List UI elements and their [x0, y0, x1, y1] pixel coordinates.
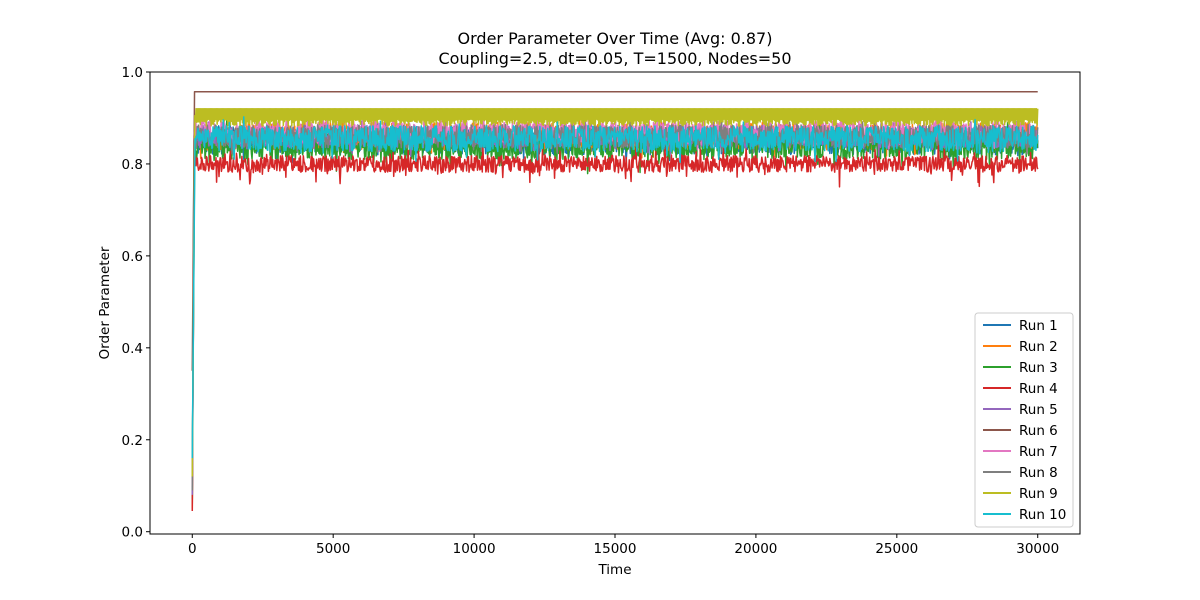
series-line-run-10 [191, 116, 1039, 459]
y-axis-ticks: 0.0 0.2 0.4 0.6 0.8 1.0 [122, 65, 150, 541]
legend-label-run-3: Run 3 [1019, 360, 1058, 376]
legend-label-run-6: Run 6 [1019, 423, 1058, 439]
series-line-run-9 [191, 108, 1039, 477]
x-axis-ticks: 0 5000 10000 15000 20000 25000 30000 [188, 534, 1059, 557]
legend-label-run-7: Run 7 [1019, 444, 1058, 460]
legend-label-run-5: Run 5 [1019, 402, 1058, 418]
y-tick-label: 0.2 [122, 433, 143, 449]
y-tick-label: 0.0 [122, 525, 143, 541]
y-axis-label: Order Parameter [97, 246, 113, 359]
legend-label-run-1: Run 1 [1019, 318, 1058, 334]
x-tick-label: 15000 [594, 541, 637, 557]
x-tick-label: 25000 [875, 541, 918, 557]
y-tick-label: 0.8 [122, 157, 143, 173]
x-axis-label: Time [597, 562, 631, 578]
legend-label-run-2: Run 2 [1019, 339, 1058, 355]
legend-label-run-9: Run 9 [1019, 486, 1058, 502]
y-tick-label: 0.6 [122, 249, 143, 265]
x-tick-label: 20000 [734, 541, 777, 557]
x-tick-label: 10000 [453, 541, 496, 557]
x-tick-label: 5000 [316, 541, 350, 557]
series-line-run-6 [191, 91, 1038, 371]
legend-label-run-10: Run 10 [1019, 507, 1066, 523]
x-tick-label: 30000 [1016, 541, 1059, 557]
y-tick-label: 0.4 [122, 341, 143, 357]
y-tick-label: 1.0 [122, 65, 143, 81]
legend-label-run-4: Run 4 [1019, 381, 1058, 397]
chart-subtitle: Coupling=2.5, dt=0.05, T=1500, Nodes=50 [438, 49, 791, 68]
plot-lines [191, 91, 1039, 512]
legend: Run 1 Run 2 Run 3 Run 4 Run 5 Run 6 Run 7 Run 8… [974, 312, 1074, 528]
legend-label-run-8: Run 8 [1019, 465, 1058, 481]
x-tick-label: 0 [188, 541, 197, 557]
series-line-run-4 [191, 141, 1039, 512]
chart-title: Order Parameter Over Time (Avg: 0.87) [458, 29, 773, 48]
